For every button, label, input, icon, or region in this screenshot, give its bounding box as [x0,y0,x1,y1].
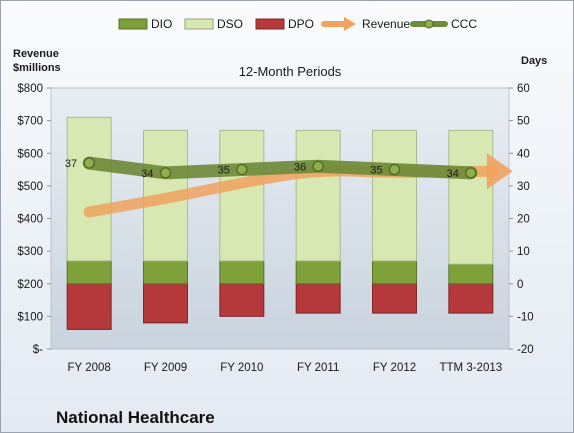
ccc-data-label: 35 [218,165,230,177]
left-tick-label: $800 [17,83,43,95]
dpo-bar [219,283,265,317]
legend-swatch [255,18,285,30]
ccc-point [465,167,477,179]
x-tick-label: FY 2008 [68,362,111,374]
right-axis: -20 -10 0 10 20 30 40 50 60 [509,83,534,356]
legend-label: DPO [288,17,314,31]
ccc-point [83,157,95,169]
x-tick-label: TTM 3-2013 [440,362,503,374]
left-tick-label: $100 [17,311,43,323]
chart-subtitle: 12-Month Periods [239,64,342,79]
right-tick-label: 10 [517,246,530,258]
left-tick-label: $200 [17,279,43,291]
legend-item-ccc: CCC [410,17,477,31]
dpo-bar [448,283,494,314]
x-tick-label: FY 2010 [220,362,263,374]
left-tick-label: $700 [17,116,43,128]
legend-label: DIO [151,17,172,31]
right-tick-label: 50 [517,116,530,128]
dso-bar [448,129,494,265]
plot-area [50,87,510,350]
right-axis-title: Days [521,55,547,67]
left-axis-title-line1: Revenue [13,48,59,60]
ccc-point [159,167,172,179]
dio-bar [295,260,341,285]
dpo-bar [372,283,417,314]
left-tick-label: $- [33,344,43,356]
dso-bar [66,116,112,262]
legend-item-dso: DSO [184,17,243,31]
ccc-point [388,163,401,176]
ccc-line [82,156,478,180]
right-tick-label: 20 [517,214,530,226]
ccc-point [312,160,324,172]
ccc-data-label: 34 [141,168,153,180]
right-tick-label: -10 [517,311,534,323]
left-tick-label: $500 [17,181,43,193]
x-tick-label: FY 2012 [373,362,416,374]
dpo-bar [66,283,112,330]
ccc-point [236,163,248,176]
dpo-bar [295,283,341,314]
right-tick-label: 30 [517,181,530,193]
left-tick-label: $600 [17,148,43,160]
dso-bar [295,129,341,262]
x-tick-label: FY 2009 [144,362,187,374]
dio-bar [448,263,494,285]
legend-label: DSO [217,17,243,31]
right-tick-label: 0 [517,279,523,291]
dio-bar [219,260,265,285]
legend-item-revenue: Revenue [321,17,410,31]
legend-label: CCC [451,17,477,31]
left-tick-label: $300 [17,246,43,258]
bars [66,116,494,330]
left-axis-title-line2: $millions [13,62,61,74]
legend-swatch [184,18,214,30]
legend-label: Revenue [362,17,410,31]
company-name: National Healthcare [56,408,215,427]
right-tick-label: 60 [517,83,530,95]
left-tick-label: $400 [17,214,43,226]
ccc-data-label: 35 [370,165,382,177]
legend: DIO DSO DPO Revenue CCC [118,17,477,31]
x-tick-label: FY 2011 [297,362,339,374]
ccc-series: 37 34 35 36 35 34 [65,156,478,180]
legend-item-dpo: DPO [255,17,314,31]
ccc-data-label: 37 [65,158,77,170]
right-tick-label: 40 [517,148,530,160]
legend-swatch [118,18,148,30]
legend-swatch-arrow [344,17,356,31]
legend-swatch-marker [424,19,434,29]
dio-bar [372,260,417,285]
dso-bar [372,129,417,262]
dio-bar [66,260,112,285]
ccc-data-label: 36 [294,161,306,173]
ccc-data-label: 34 [447,168,459,180]
dio-bar [143,260,188,285]
dpo-bar [143,283,188,324]
dso-bar [219,129,265,262]
revenue-arrowhead [486,153,513,190]
right-tick-label: -20 [517,344,534,356]
legend-item-dio: DIO [118,17,172,31]
left-axis: $- $100 $200 $300 $400 $500 $600 $700 $800 [17,83,51,356]
x-axis: FY 2008 FY 2009 FY 2010 FY 2011 FY 2012 TTM 3… [68,362,503,374]
